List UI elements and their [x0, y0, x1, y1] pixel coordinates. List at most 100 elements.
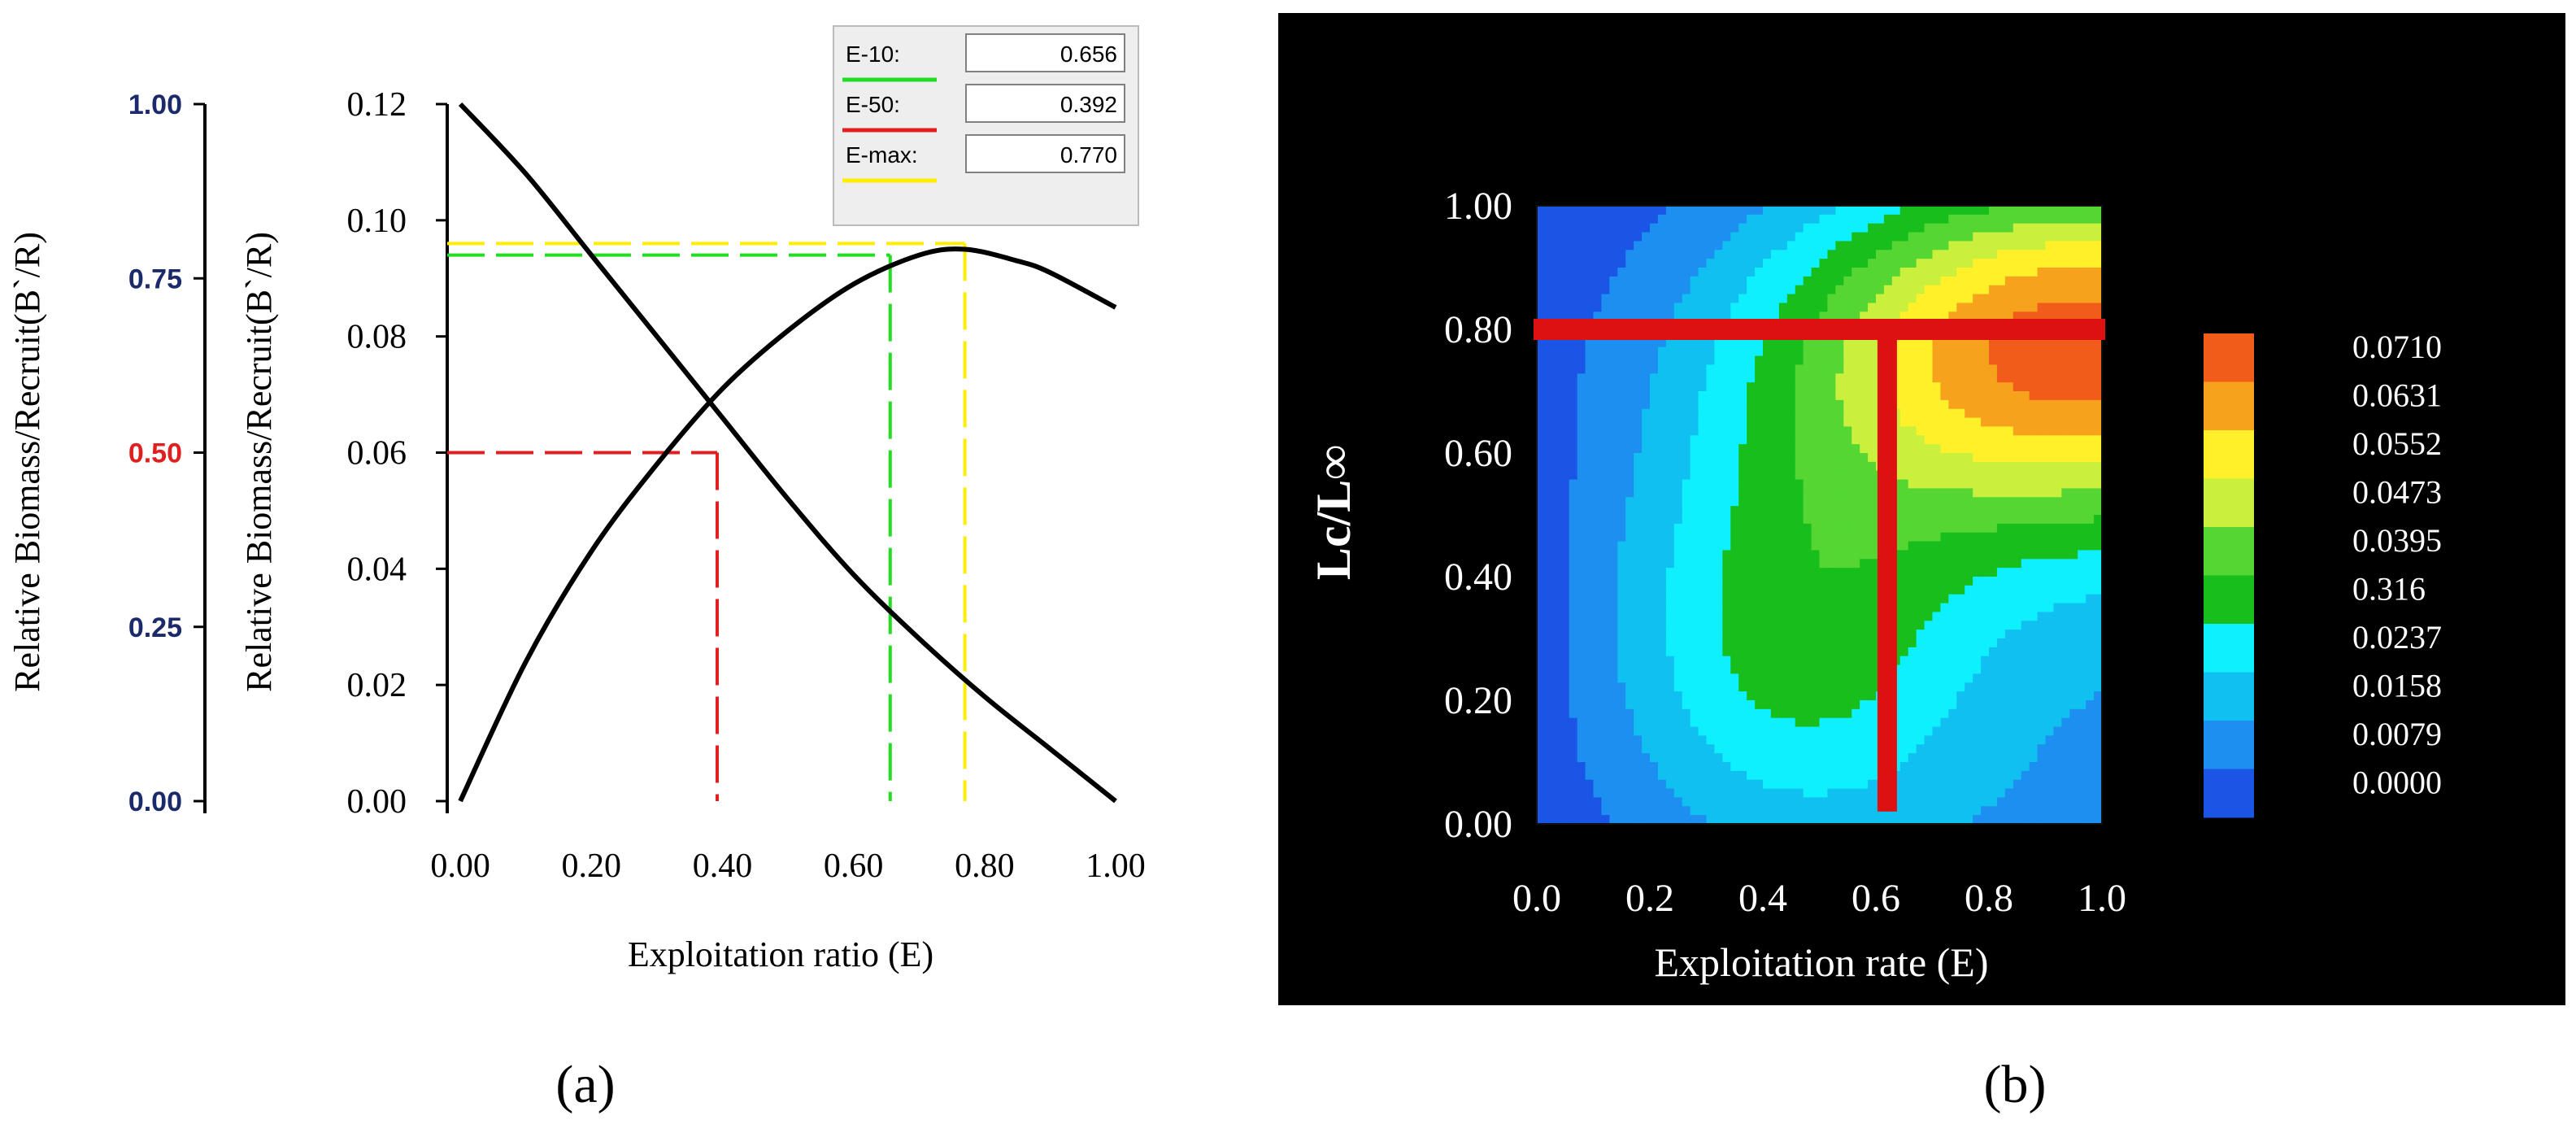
contour-cell	[2045, 815, 2055, 824]
contour-cell	[1948, 364, 1957, 374]
contour-cell	[1908, 638, 1917, 648]
contour-cell	[2086, 515, 2095, 525]
contour-cell	[1811, 762, 1821, 772]
contour-cell	[1948, 241, 1957, 251]
contour-cell	[1932, 285, 1942, 295]
contour-cell	[1996, 559, 2006, 569]
right-y-tick-label: 0.04	[347, 551, 407, 588]
contour-cell	[1843, 656, 1852, 666]
contour-cell	[1569, 346, 1578, 357]
contour-cell	[2053, 691, 2062, 701]
panel-label-a: (a)	[555, 1055, 615, 1114]
contour-cell	[1585, 515, 1595, 525]
contour-cell	[1690, 470, 1699, 481]
contour-cell	[2037, 568, 2047, 577]
contour-cell	[1770, 259, 1780, 268]
contour-cell	[2078, 346, 2086, 357]
contour-cell	[1948, 453, 1957, 463]
contour-cell	[1585, 399, 1595, 410]
contour-cell	[1932, 532, 1942, 542]
contour-cell	[1996, 382, 2006, 392]
contour-cell	[1738, 399, 1747, 410]
contour-cell	[1569, 770, 1578, 781]
contour-cell	[1585, 550, 1595, 560]
contour-cell	[1908, 426, 1917, 436]
contour-cell	[1827, 506, 1836, 516]
legend-label: 0.0710	[2352, 329, 2442, 365]
contour-cell	[2021, 268, 2030, 277]
contour-cell	[1924, 708, 1934, 719]
contour-cell	[1650, 621, 1659, 630]
contour-cell	[1973, 259, 1982, 268]
contour-cell	[1537, 470, 1546, 481]
contour-cell	[1778, 241, 1788, 251]
contour-cell	[1996, 523, 2006, 534]
contour-cell	[1786, 364, 1796, 374]
contour-cell	[1706, 717, 1716, 728]
contour-cell	[1544, 753, 1554, 763]
contour-cell	[1609, 382, 1618, 392]
contour-cell	[1738, 735, 1747, 745]
contour-cell	[1835, 682, 1844, 692]
contour-cell	[1552, 550, 1562, 560]
contour-cell	[2045, 630, 2055, 639]
contour-cell	[1682, 399, 1691, 410]
contour-cell	[2021, 435, 2030, 445]
contour-cell	[1811, 532, 1821, 542]
contour-cell	[1537, 515, 1546, 525]
contour-cell	[1786, 621, 1796, 630]
contour-cell	[1585, 541, 1595, 551]
contour-cell	[1569, 276, 1578, 286]
contour-cell	[1819, 223, 1829, 233]
contour-cell	[2037, 391, 2047, 401]
contour-cell	[1996, 700, 2006, 710]
contour-cell	[1940, 444, 1949, 454]
contour-cell	[1593, 515, 1603, 525]
contour-cell	[1673, 214, 1683, 224]
contour-cell	[2086, 303, 2095, 312]
contour-cell	[1690, 753, 1699, 763]
contour-cell	[2094, 717, 2102, 728]
contour-cell	[1657, 223, 1667, 233]
contour-cell	[1625, 744, 1634, 754]
contour-cell	[1763, 364, 1772, 374]
contour-cell	[1948, 621, 1957, 630]
contour-cell	[1916, 682, 1925, 692]
contour-cell	[1835, 408, 1844, 419]
contour-cell	[1811, 700, 1821, 710]
contour-cell	[1924, 550, 1934, 560]
contour-cell	[1770, 735, 1780, 745]
contour-cell	[1819, 303, 1829, 312]
legend-label: 0.0473	[2352, 474, 2442, 511]
contour-cell	[1843, 223, 1852, 233]
contour-cell	[1682, 259, 1691, 268]
contour-cell	[1560, 453, 1570, 463]
contour-cell	[1827, 726, 1836, 737]
contour-cell	[1860, 568, 1869, 577]
contour-cell	[1690, 417, 1699, 428]
contour-cell	[1916, 241, 1925, 251]
contour-cell	[2061, 523, 2070, 534]
contour-cell	[2029, 364, 2039, 374]
contour-cell	[2094, 391, 2102, 401]
contour-cell	[1722, 461, 1731, 472]
contour-cell	[1642, 391, 1651, 401]
contour-cell	[1690, 656, 1699, 666]
contour-cell	[1544, 664, 1554, 675]
contour-cell	[1609, 744, 1618, 754]
contour-cell	[1714, 206, 1723, 216]
contour-cell	[1738, 726, 1747, 737]
contour-cell	[1996, 735, 2006, 745]
contour-cell	[1786, 682, 1796, 692]
contour-cell	[1770, 744, 1780, 754]
contour-cell	[2061, 259, 2070, 268]
contour-cell	[2004, 815, 2014, 824]
contour-cell	[1868, 426, 1877, 436]
contour-cell	[1673, 621, 1683, 630]
contour-cell	[1593, 806, 1603, 816]
contour-cell	[2061, 682, 2070, 692]
contour-cell	[2021, 285, 2030, 295]
contour-cell	[1593, 762, 1603, 772]
contour-cell	[1924, 664, 1934, 675]
contour-cell	[1778, 532, 1788, 542]
